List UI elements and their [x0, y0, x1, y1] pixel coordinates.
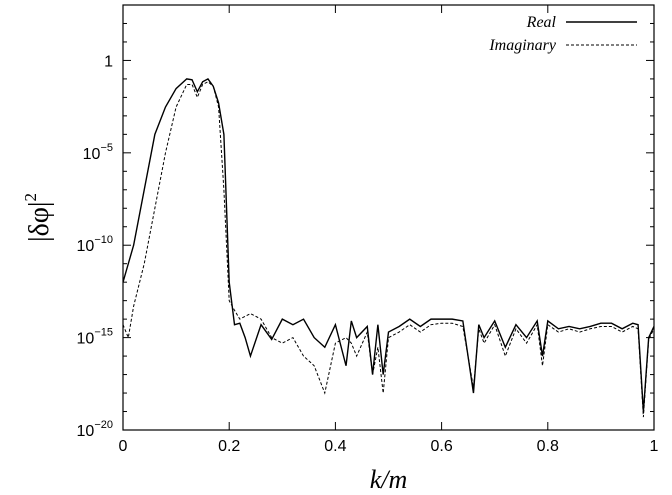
- x-axis-label: k/m: [370, 465, 408, 494]
- y-tick-label: 10−10: [77, 234, 113, 255]
- series-layer: [123, 78, 654, 418]
- y-axis-label-base: |δφ|: [24, 201, 55, 242]
- x-tick-label: 0.8: [537, 438, 559, 455]
- x-tick-label: 0.6: [430, 438, 452, 455]
- plot-frame: [122, 4, 655, 431]
- x-tick-label: 0.4: [324, 438, 346, 455]
- series-line-imaginary: [123, 81, 654, 418]
- y-axis-label-exponent: 2: [21, 193, 40, 202]
- y-tick-label: 10−15: [77, 327, 113, 348]
- legend-label-real: Real: [526, 14, 557, 31]
- x-tick-label: 1: [650, 438, 659, 455]
- x-tick-label: 0: [119, 438, 128, 455]
- y-tick-label: 1: [104, 53, 113, 70]
- series-line-real: [123, 78, 654, 412]
- y-axis-label: |δφ|2: [21, 193, 55, 242]
- legend: Real Imaginary: [488, 14, 637, 54]
- x-tick-label: 0.2: [218, 438, 240, 455]
- y-tick-label: 10−20: [77, 419, 113, 440]
- legend-label-imaginary: Imaginary: [488, 37, 557, 54]
- ticks-layer: 0 0.2 0.4 0.6 0.8 1 1 10−5 10−10 10−15 10−20: [77, 5, 659, 455]
- y-tick-label: 10−5: [83, 142, 113, 163]
